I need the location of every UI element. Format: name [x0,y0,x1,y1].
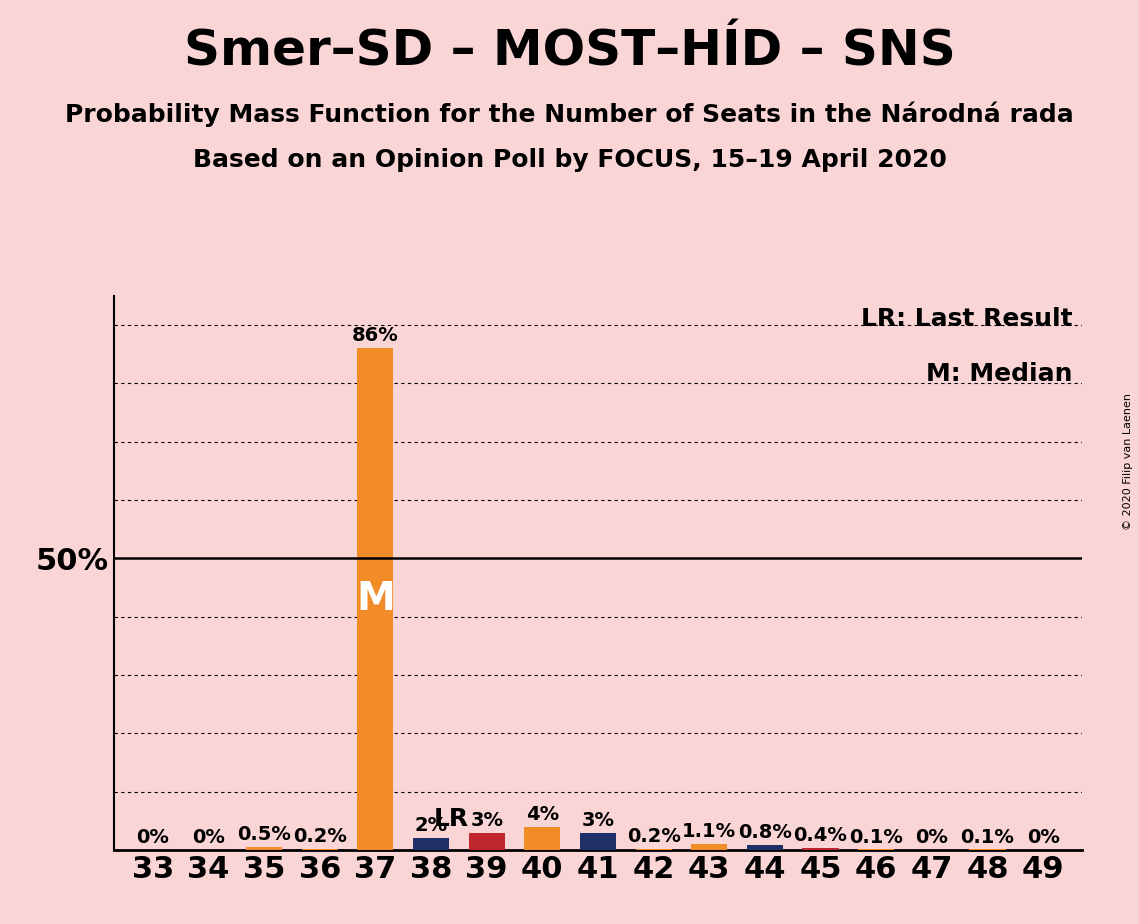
Bar [302,849,338,850]
Text: 0%: 0% [916,828,949,847]
Bar [524,827,560,850]
Text: 0%: 0% [1026,828,1059,847]
Text: 0.2%: 0.2% [626,827,681,846]
Bar [580,833,616,850]
Text: 86%: 86% [352,326,399,346]
Text: 0.5%: 0.5% [237,825,292,845]
Text: © 2020 Filip van Laenen: © 2020 Filip van Laenen [1123,394,1133,530]
Bar [468,833,505,850]
Text: 0%: 0% [192,828,224,847]
Text: Probability Mass Function for the Number of Seats in the Národná rada: Probability Mass Function for the Number… [65,102,1074,128]
Bar [358,348,393,850]
Bar [691,844,728,850]
Text: M: M [357,580,395,618]
Text: 3%: 3% [470,810,503,830]
Text: 0%: 0% [137,828,170,847]
Text: 0.1%: 0.1% [850,828,903,846]
Text: 0.1%: 0.1% [960,828,1015,846]
Bar [747,845,782,850]
Text: M: Median: M: Median [926,362,1073,386]
Text: Based on an Opinion Poll by FOCUS, 15–19 April 2020: Based on an Opinion Poll by FOCUS, 15–19… [192,148,947,172]
Text: 4%: 4% [526,805,559,824]
Bar [803,847,838,850]
Text: 0.8%: 0.8% [738,823,792,843]
Text: 2%: 2% [415,817,448,835]
Text: LR: LR [434,808,469,832]
Text: Smer–SD – MOST–HÍD – SNS: Smer–SD – MOST–HÍD – SNS [183,28,956,76]
Text: 3%: 3% [582,810,614,830]
Bar [413,838,449,850]
Text: LR: Last Result: LR: Last Result [861,307,1073,331]
Text: 0.2%: 0.2% [293,827,346,846]
Text: 0.4%: 0.4% [794,826,847,845]
Bar [246,847,282,850]
Text: 1.1%: 1.1% [682,821,736,841]
Bar [636,849,672,850]
